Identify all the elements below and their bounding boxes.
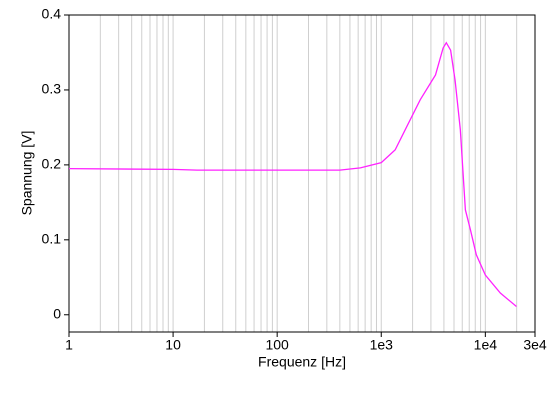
x-tick-label: 1 xyxy=(65,337,73,353)
x-tick-label: 100 xyxy=(265,337,289,353)
y-tick-label: 0.3 xyxy=(42,81,62,97)
data-line xyxy=(68,41,517,308)
y-tick-label: 0.2 xyxy=(42,156,62,172)
y-tick-label: 0 xyxy=(53,305,61,321)
plot-frame xyxy=(68,14,536,333)
y-axis-label: Spannung [V] xyxy=(19,131,35,216)
x-tick-label: 1e4 xyxy=(474,337,498,353)
y-tick-label: 0.4 xyxy=(42,6,62,22)
x-tick-label: 10 xyxy=(165,337,181,353)
y-tick-label: 0.1 xyxy=(42,231,62,247)
x-tick-label: 3e4 xyxy=(523,337,547,353)
x-axis-label: Frequenz [Hz] xyxy=(258,354,346,370)
x-tick-label: 1e3 xyxy=(370,337,394,353)
